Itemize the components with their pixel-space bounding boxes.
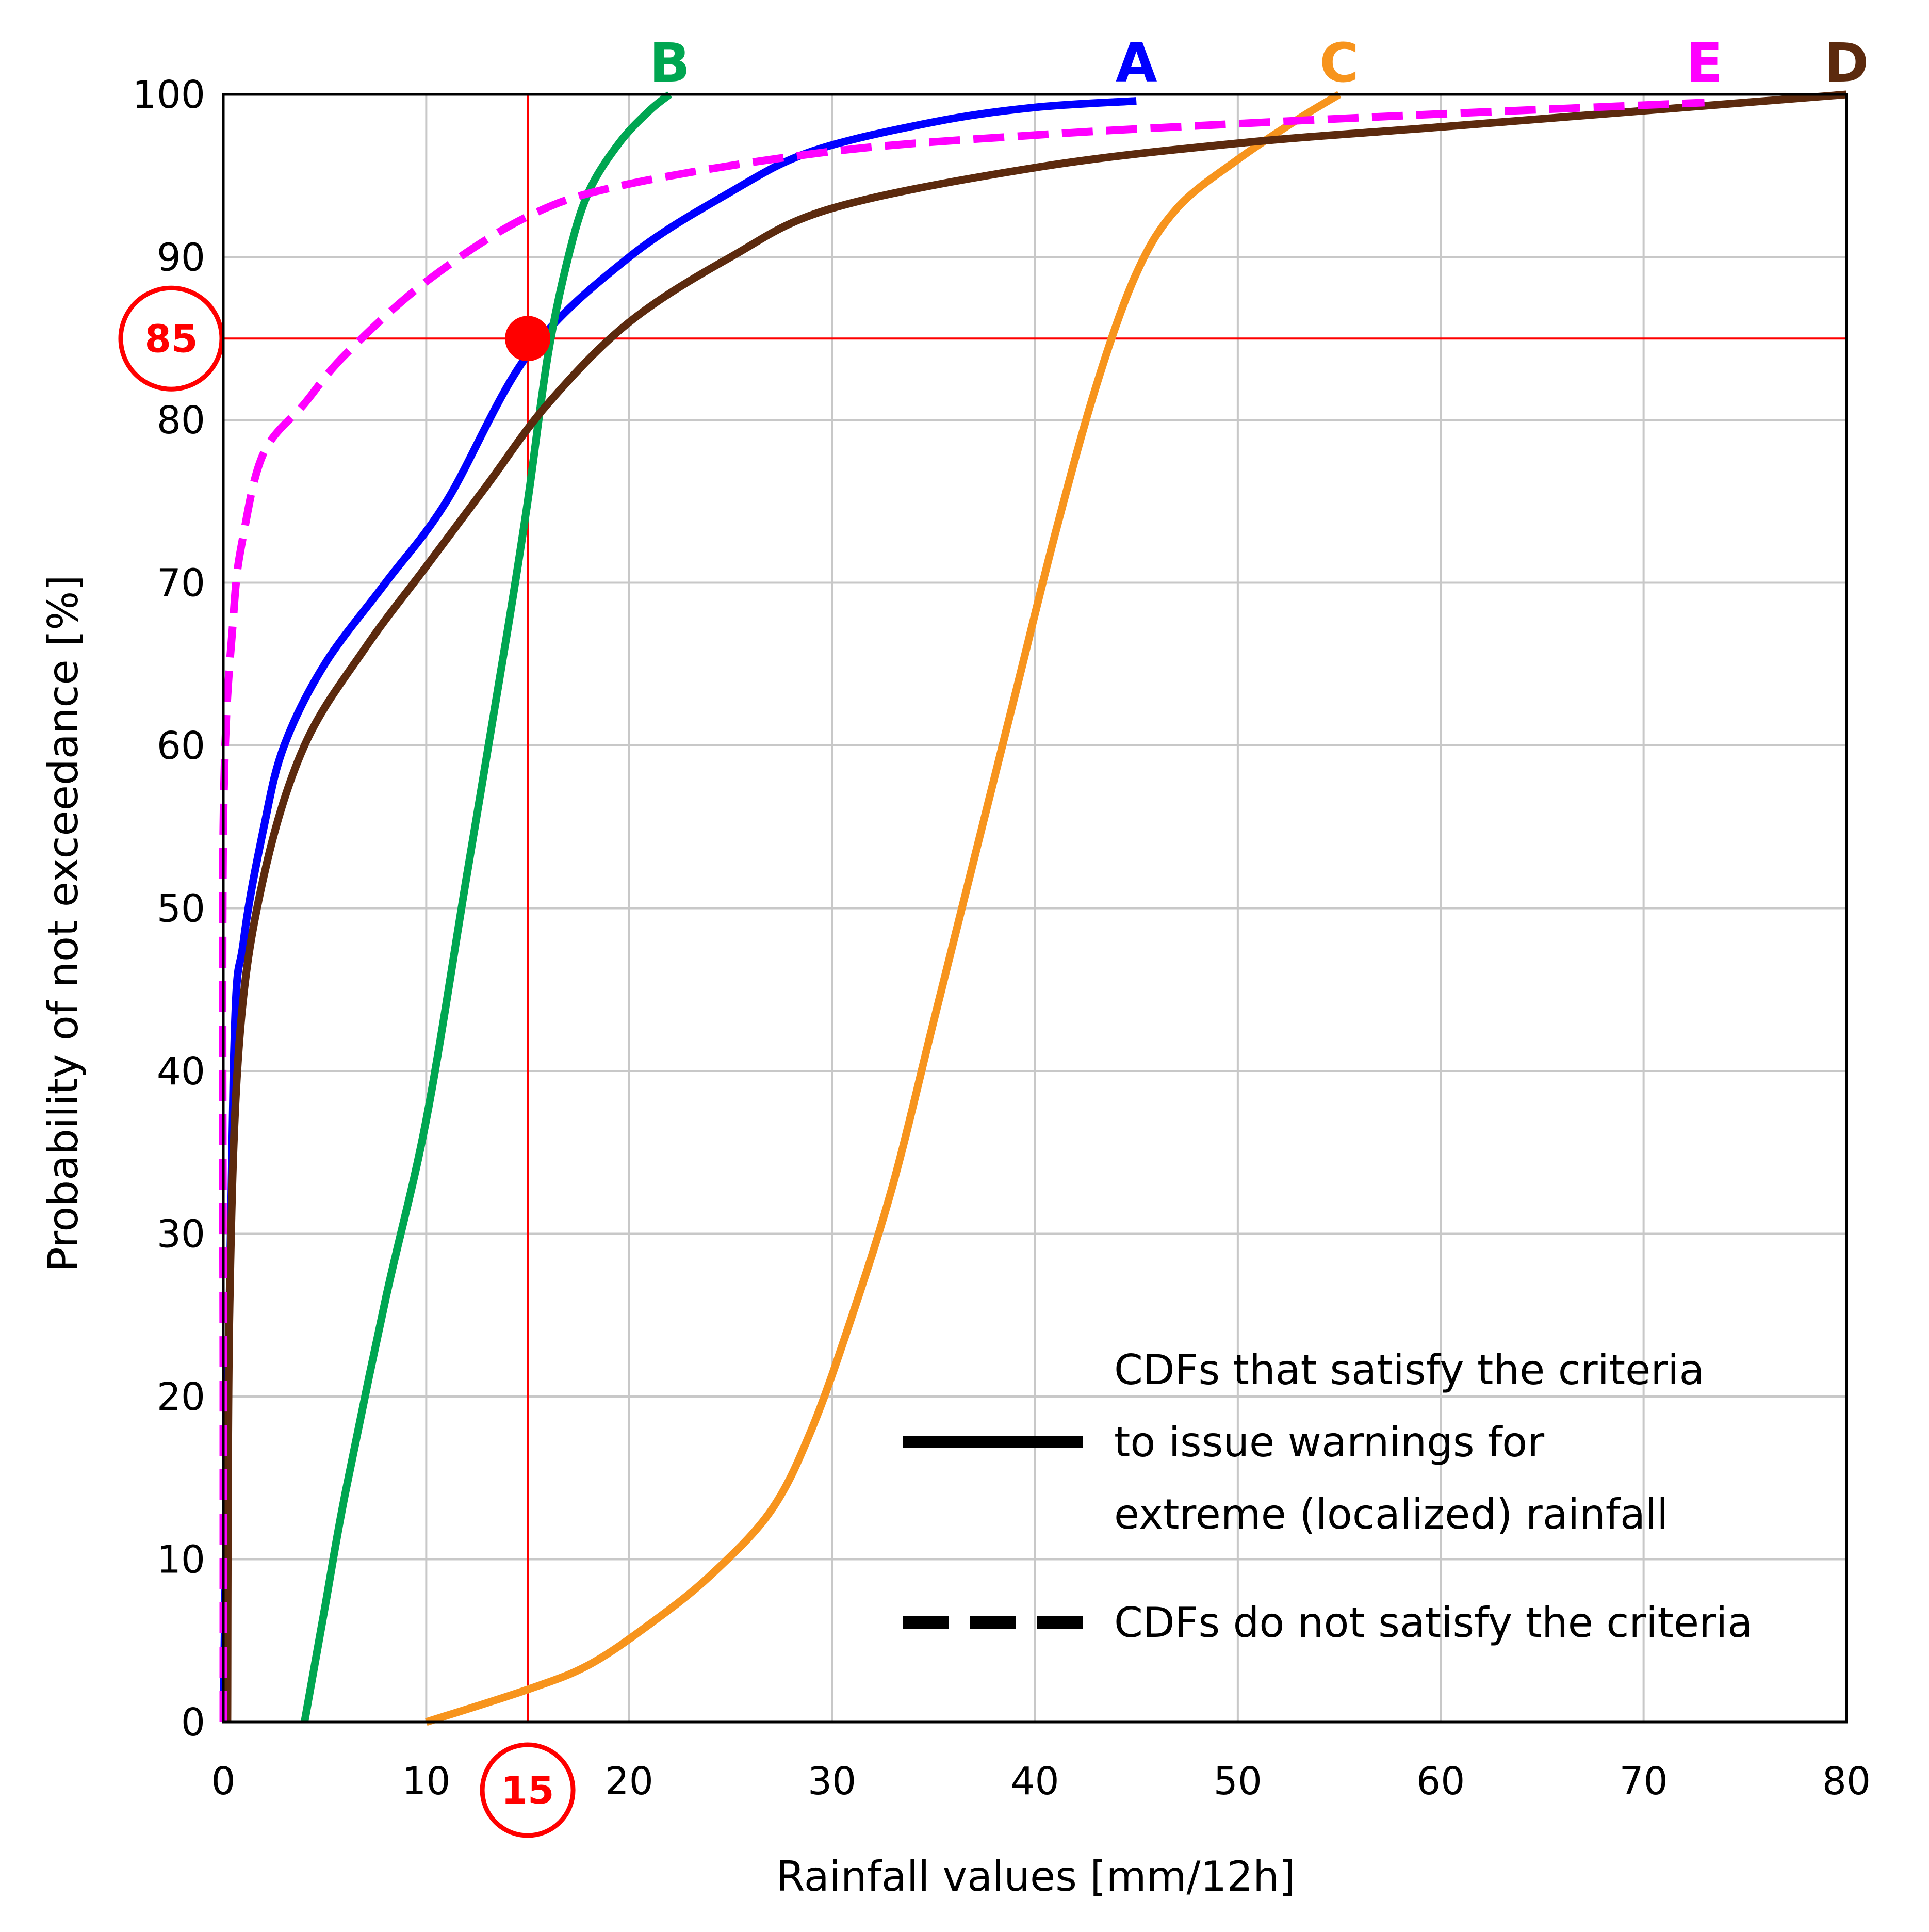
- y-tick-label: 100: [133, 73, 205, 117]
- y-tick-label: 80: [157, 398, 205, 443]
- x-tick-label: 0: [211, 1759, 235, 1804]
- series-line-c: [425, 91, 1342, 1726]
- x-tick-label: 40: [1010, 1759, 1059, 1804]
- series-label-e: E: [1686, 31, 1723, 94]
- y-tick-label: 10: [157, 1538, 205, 1582]
- legend-text-line: CDFs do not satisfy the criteria: [1114, 1599, 1753, 1647]
- highlight-guides: [223, 94, 1846, 1722]
- x-tick-label: 30: [808, 1759, 856, 1804]
- legend-text-line: to issue warnings for: [1114, 1418, 1544, 1466]
- y-tick-label: 20: [157, 1375, 205, 1419]
- y-tick-label: 90: [157, 236, 205, 280]
- y-highlight-label: 85: [145, 317, 198, 361]
- y-tick-label: 50: [157, 887, 205, 931]
- x-highlight-ring: [480, 1742, 576, 1838]
- legend: CDFs that satisfy the criteria to issue w…: [903, 1346, 1753, 1647]
- x-tick-label: 50: [1214, 1759, 1262, 1804]
- series-label-b: B: [649, 31, 690, 94]
- y-tick-label: 60: [157, 724, 205, 768]
- highlight-point: [505, 316, 551, 362]
- x-tick-label: 10: [402, 1759, 450, 1804]
- y-tick-label: 40: [157, 1049, 205, 1094]
- y-tick-label: 0: [181, 1700, 205, 1745]
- legend-text-line: CDFs that satisfy the criteria: [1114, 1346, 1705, 1394]
- series-line-d: [223, 90, 1847, 1723]
- y-tick-label: 70: [157, 561, 205, 606]
- series-label-c: C: [1319, 31, 1359, 94]
- legend-text-line: extreme (localized) rainfall: [1114, 1490, 1668, 1538]
- x-tick-label: 80: [1822, 1759, 1871, 1804]
- x-tick-label: 60: [1416, 1759, 1465, 1804]
- x-axis-title: Rainfall values [mm/12h]: [776, 1853, 1295, 1901]
- x-tick-label: 20: [605, 1759, 653, 1804]
- series-label-d: D: [1824, 31, 1869, 94]
- series-label-a: A: [1116, 31, 1157, 94]
- y-axis-title: Probability of not exceedance [%]: [39, 575, 87, 1272]
- series-labels: A B C D E: [649, 31, 1869, 94]
- series-line-a: [219, 97, 1137, 1723]
- series-line-b: [301, 91, 673, 1723]
- plot-frame: [222, 93, 1848, 1724]
- tick-labels: 0 10 20 30 40 50 60 70 80 0 10 20 30 40 50 60 70 80 90 100: [133, 73, 1871, 1804]
- x-highlight-label: 15: [501, 1768, 554, 1813]
- y-highlight-ring: [118, 285, 224, 392]
- y-tick-label: 30: [157, 1212, 205, 1257]
- x-tick-label: 70: [1620, 1759, 1668, 1804]
